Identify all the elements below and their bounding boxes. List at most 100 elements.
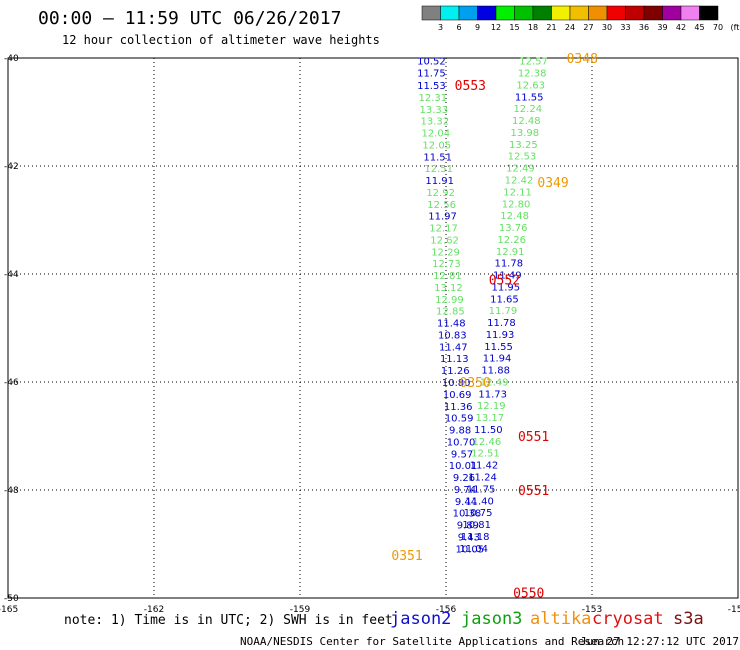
- data-point-value: 12.17: [429, 224, 458, 235]
- data-point-value: 12.49: [506, 164, 535, 175]
- colorbar-swatch: [662, 5, 682, 21]
- timestamp: Jun 27 12:27:12 UTC 2017: [580, 635, 739, 648]
- data-point-value: 12.62: [430, 235, 459, 246]
- data-point-value: 12.99: [435, 295, 464, 306]
- colorbar-label: 39: [657, 23, 667, 32]
- colorbar-label: 18: [528, 23, 538, 32]
- pass-time-label: 0551: [518, 484, 549, 499]
- legend-altika: altika: [530, 609, 591, 629]
- data-point-value: 11.40: [465, 496, 494, 507]
- data-point-value: 11.97: [428, 212, 457, 223]
- data-point-value: 11.13: [440, 354, 469, 365]
- data-point-value: 11.93: [486, 330, 515, 341]
- data-point-value: 13.76: [499, 223, 528, 234]
- data-point-value: 11.48: [437, 319, 466, 330]
- colorbar-swatch: [699, 5, 719, 21]
- data-point-value: 11.49: [493, 271, 522, 282]
- colorbar-swatch: [421, 5, 441, 21]
- colorbar-swatch: [680, 5, 700, 21]
- data-point-value: 12.92: [426, 188, 455, 199]
- data-point-value: 11.78: [494, 259, 523, 270]
- x-tick-label: -162: [144, 605, 164, 615]
- data-point-value: 9.44: [455, 497, 477, 508]
- x-tick-label: -153: [582, 605, 602, 615]
- colorbar-label: 27: [583, 23, 593, 32]
- pass-time-label: 0348: [567, 52, 598, 67]
- colorbar-label: 3: [438, 23, 443, 32]
- data-point-value: 12.19: [477, 401, 506, 412]
- data-point-value: 12.51: [424, 164, 453, 175]
- data-point-value: 10.52: [417, 57, 446, 68]
- data-point-value: 10.05: [456, 544, 485, 555]
- data-point-value: 12.63: [516, 80, 545, 91]
- data-point-value: 11.51: [423, 152, 452, 163]
- colorbar-label: 33: [620, 23, 630, 32]
- x-tick-label: -156: [436, 605, 457, 615]
- data-point-value: 11.91: [425, 176, 454, 187]
- colorbar-swatch: [606, 5, 626, 21]
- grid-lines: [8, 58, 738, 598]
- colorbar-swatch: [532, 5, 552, 21]
- y-tick-label: -46: [4, 378, 19, 388]
- data-point-value: 11.79: [489, 306, 518, 317]
- data-point-value: 9.43: [458, 532, 480, 543]
- data-point-value: 10.75: [464, 508, 493, 519]
- data-point-value: 12.31: [419, 93, 448, 104]
- data-point-value: 13.33: [420, 105, 449, 116]
- data-point-value: 11.42: [470, 461, 499, 472]
- data-point-value: 11.24: [468, 473, 497, 484]
- legend-cryosat: cryosat: [592, 609, 664, 629]
- data-point-value: 12.26: [497, 235, 526, 246]
- data-point-value: 13.32: [420, 117, 449, 128]
- data-points: 10.5211.7511.5312.3113.3313.3212.0412.05…: [417, 57, 548, 556]
- data-point-value: 12.24: [513, 104, 542, 115]
- data-point-value: 9.26: [453, 473, 475, 484]
- legend-jason2: jason2: [390, 609, 451, 629]
- colorbar-swatch: [551, 5, 571, 21]
- plot-frame: [7, 57, 739, 599]
- data-point-value: 11.65: [490, 294, 519, 305]
- legend-s3a: s3a: [673, 609, 704, 629]
- pass-time-label: 0351: [391, 549, 422, 564]
- data-point-value: 11.75: [417, 69, 446, 80]
- x-tick-label: -159: [290, 605, 311, 615]
- colorbar-swatch: [625, 5, 645, 21]
- data-point-value: 9.57: [451, 449, 473, 460]
- colorbar-label: 42: [676, 23, 686, 32]
- credit: NOAA/NESDIS Center for Satellite Applica…: [240, 635, 624, 648]
- data-point-value: 12.04: [421, 129, 450, 140]
- data-point-value: 10.38: [453, 509, 482, 520]
- data-point-value: 12.81: [433, 271, 462, 282]
- y-tick-label: -42: [4, 162, 19, 172]
- data-point-value: 12.29: [431, 247, 460, 258]
- data-point-value: 12.51: [471, 449, 500, 460]
- colorbar-label: 24: [565, 23, 575, 32]
- y-tick-label: -48: [4, 486, 19, 496]
- data-point-value: 11.53: [417, 81, 446, 92]
- legend-jason3: jason3: [461, 609, 522, 629]
- x-tick-label: -150: [728, 605, 740, 615]
- data-point-value: 10.59: [445, 414, 474, 425]
- y-tick-label: -40: [4, 54, 19, 64]
- data-point-value: 10.83: [438, 330, 467, 341]
- pass-labels: 0348 0553 0349 0552 0350 0551 0551 0351 0550: [391, 52, 598, 602]
- data-point-value: 11.94: [483, 354, 512, 365]
- data-point-value: 12.73: [432, 259, 461, 270]
- data-point-value: 13.25: [509, 140, 538, 151]
- colorbar-label: 9: [475, 23, 480, 32]
- data-point-value: 11.04: [459, 544, 488, 555]
- data-point-value: 12.42: [505, 176, 534, 187]
- colorbar-label: 36: [639, 23, 649, 32]
- data-point-value: 11.55: [515, 92, 544, 103]
- data-point-value: 12.11: [503, 187, 532, 198]
- data-point-value: 13.17: [475, 413, 504, 424]
- colorbar-label: 6: [456, 23, 461, 32]
- data-point-value: 11.75: [467, 484, 496, 495]
- pass-time-label: 0551: [518, 430, 549, 445]
- data-point-value: 12.48: [500, 211, 529, 222]
- colorbar-swatch: [477, 5, 497, 21]
- chart-title: 00:00 – 11:59 UTC 06/26/2017: [38, 8, 341, 29]
- colorbar-swatch: [588, 5, 608, 21]
